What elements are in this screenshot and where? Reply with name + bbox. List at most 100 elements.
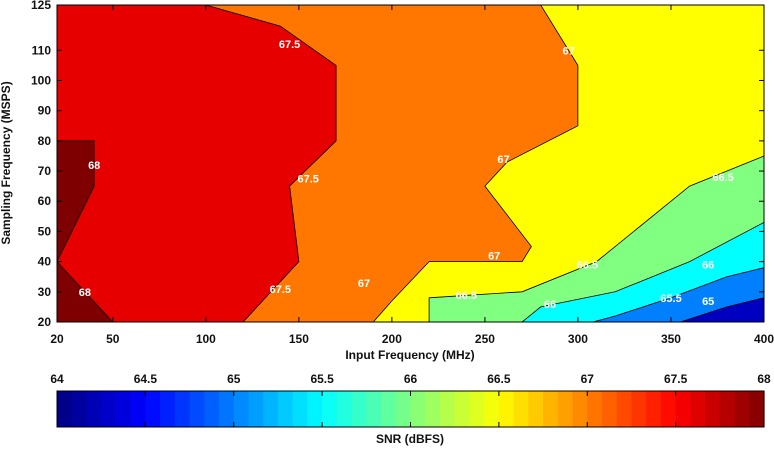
y-tick-label-4: 60 xyxy=(38,194,52,208)
x-tick-label-0: 20 xyxy=(50,332,64,346)
x-tick-label-1: 50 xyxy=(106,332,120,346)
colorbar-swatch-9 xyxy=(189,391,205,427)
colorbar-swatch-7 xyxy=(160,391,176,427)
x-axis-title: Input Frequency (MHz) xyxy=(345,348,474,362)
contour-label-11: 66.5 xyxy=(456,290,477,302)
colorbar-swatch-19 xyxy=(336,391,353,427)
colorbar-swatch-16 xyxy=(292,391,308,427)
contour-label-10: 66.5 xyxy=(577,260,598,272)
contour-regions xyxy=(57,5,764,322)
colorbar-swatch-46 xyxy=(734,391,750,427)
colorbar-swatch-6 xyxy=(145,391,161,427)
colorbar-swatch-21 xyxy=(366,391,382,427)
colorbar-swatch-44 xyxy=(705,391,721,427)
colorbar-swatch-47 xyxy=(749,391,765,427)
colorbar-swatch-18 xyxy=(322,391,338,427)
y-tick-label-0: 20 xyxy=(38,315,52,329)
colorbar-swatch-27 xyxy=(454,391,471,427)
colorbar-swatch-42 xyxy=(675,391,691,427)
y-tick-label-6: 80 xyxy=(38,134,52,148)
x-tick-label-2: 100 xyxy=(196,332,216,346)
colorbar-swatch-30 xyxy=(498,391,515,427)
colorbar-swatch-38 xyxy=(616,391,633,427)
colorbar-swatch-23 xyxy=(395,391,412,427)
y-axis-ticks: 20 30 40 50 60 70 80 90 100 110 125 xyxy=(31,0,764,329)
contour-label-2: 67.5 xyxy=(270,284,291,296)
x-tick-label-4: 200 xyxy=(382,332,402,346)
colorbar-swatch-36 xyxy=(587,391,603,427)
colorbar-swatch-28 xyxy=(469,391,485,427)
colorbar-swatch-26 xyxy=(439,391,456,427)
contour-label-8: 68 xyxy=(79,287,91,299)
x-tick-label-6: 300 xyxy=(568,332,588,346)
y-tick-label-5: 70 xyxy=(38,164,52,178)
y-tick-label-8: 100 xyxy=(31,73,51,87)
y-tick-label-7: 90 xyxy=(38,104,52,118)
contour-region-7 xyxy=(680,297,764,322)
colorbar-swatch-31 xyxy=(513,391,529,427)
colorbar-swatch-15 xyxy=(277,391,294,427)
colorbar-swatch-11 xyxy=(219,391,235,427)
colorbar-tick-label-0: 64 xyxy=(50,372,64,386)
colorbar-ticks: 64 64.5 65 65.5 66 66.5 67 67.5 68 xyxy=(50,372,771,427)
y-tick-label-1: 30 xyxy=(38,285,52,299)
colorbar-swatch-41 xyxy=(660,391,677,427)
colorbar-tick-label-3: 65.5 xyxy=(310,372,334,386)
colorbar-swatch-20 xyxy=(351,391,367,427)
colorbar-swatch-33 xyxy=(543,391,559,427)
colorbar-swatch-13 xyxy=(248,391,264,427)
contour-labels: 67.5 67.5 67.5 67 67 67 67 68 68 66.5 66.5 66.5 66 66… xyxy=(79,39,734,311)
colorbar-swatch-37 xyxy=(601,391,618,427)
x-tick-label-5: 250 xyxy=(475,332,495,346)
colorbar-swatch-34 xyxy=(557,391,574,427)
colorbar-tick-label-5: 66.5 xyxy=(487,372,511,386)
contour-region-2 xyxy=(57,5,337,322)
colorbar-swatch-35 xyxy=(572,391,588,427)
plot-frame xyxy=(56,4,765,323)
y-tick-label-9: 110 xyxy=(32,43,52,57)
contour-label-9: 66.5 xyxy=(712,172,733,184)
colorbar-swatch-40 xyxy=(646,391,662,427)
colorbar-swatch-4 xyxy=(115,391,132,427)
colorbar-swatch-0 xyxy=(57,391,73,427)
colorbar-swatch-14 xyxy=(263,391,279,427)
y-tick-label-2: 40 xyxy=(38,255,52,269)
contour-label-7: 68 xyxy=(88,160,100,172)
contour-label-12: 66 xyxy=(702,260,714,272)
contour-label-1: 67.5 xyxy=(297,174,318,186)
contour-label-13: 66 xyxy=(544,299,556,311)
y-tick-label-3: 50 xyxy=(38,224,52,238)
x-tick-label-3: 150 xyxy=(289,332,309,346)
x-tick-label-7: 350 xyxy=(661,332,681,346)
colorbar xyxy=(56,390,765,428)
y-tick-label-10: 125 xyxy=(31,0,51,12)
colorbar-swatch-32 xyxy=(528,391,544,427)
colorbar-swatch-22 xyxy=(381,391,397,427)
colorbar-tick-label-4: 66 xyxy=(404,372,418,386)
contour-label-4: 67 xyxy=(497,154,509,166)
colorbar-swatch-8 xyxy=(174,391,191,427)
colorbar-swatch-1 xyxy=(71,391,88,427)
colorbar-swatch-5 xyxy=(130,391,146,427)
colorbar-swatch-45 xyxy=(719,391,736,427)
colorbar-swatch-17 xyxy=(307,391,323,427)
colorbar-swatch-2 xyxy=(86,391,102,427)
colorbar-swatch-39 xyxy=(631,391,647,427)
contour-label-15: 65 xyxy=(702,296,714,308)
colorbar-tick-label-7: 67.5 xyxy=(664,372,688,386)
colorbar-swatch-12 xyxy=(233,391,250,427)
colorbar-swatch-25 xyxy=(425,391,441,427)
colorbar-swatch-3 xyxy=(101,391,117,427)
colorbar-swatch-24 xyxy=(410,391,426,427)
contour-label-6: 67 xyxy=(358,278,370,290)
colorbar-tick-label-8: 68 xyxy=(757,372,771,386)
colorbar-swatch-29 xyxy=(484,391,500,427)
x-axis-ticks: 20 50 100 150 200 250 300 350 400 xyxy=(50,5,774,346)
colorbar-tick-label-6: 67 xyxy=(581,372,595,386)
colorbar-tick-label-1: 64.5 xyxy=(134,372,158,386)
x-tick-label-8: 400 xyxy=(754,332,774,346)
colorbar-swatch-43 xyxy=(690,391,706,427)
contour-label-3: 67 xyxy=(562,45,574,57)
colorbar-swatch-10 xyxy=(204,391,220,427)
